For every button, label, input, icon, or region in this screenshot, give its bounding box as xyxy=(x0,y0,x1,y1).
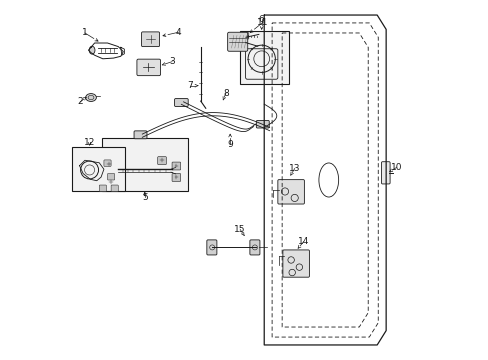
Text: 14: 14 xyxy=(297,237,309,246)
FancyBboxPatch shape xyxy=(99,185,106,192)
Bar xyxy=(72,147,124,192)
Ellipse shape xyxy=(85,94,96,102)
Text: 1: 1 xyxy=(82,28,88,37)
Text: 4: 4 xyxy=(175,28,181,37)
Text: 8: 8 xyxy=(223,89,228,98)
Text: 9: 9 xyxy=(227,140,233,149)
Text: 11: 11 xyxy=(257,18,268,27)
FancyBboxPatch shape xyxy=(227,32,247,51)
FancyBboxPatch shape xyxy=(106,178,115,186)
FancyBboxPatch shape xyxy=(277,180,304,204)
FancyBboxPatch shape xyxy=(174,99,188,107)
Text: 5: 5 xyxy=(142,193,147,202)
FancyBboxPatch shape xyxy=(241,33,248,39)
FancyBboxPatch shape xyxy=(134,131,147,139)
Text: 12: 12 xyxy=(84,138,95,147)
FancyBboxPatch shape xyxy=(104,160,111,166)
Text: 2: 2 xyxy=(77,97,83,106)
FancyBboxPatch shape xyxy=(158,157,166,165)
Text: 3: 3 xyxy=(169,57,175,66)
Bar xyxy=(102,138,187,192)
FancyBboxPatch shape xyxy=(282,250,309,277)
Text: 6: 6 xyxy=(258,15,264,24)
FancyBboxPatch shape xyxy=(137,59,160,76)
FancyBboxPatch shape xyxy=(111,185,118,192)
Text: 7: 7 xyxy=(187,81,192,90)
FancyBboxPatch shape xyxy=(104,160,113,168)
Bar xyxy=(240,31,288,84)
Text: 15: 15 xyxy=(234,225,245,234)
Text: 13: 13 xyxy=(288,164,300,173)
FancyBboxPatch shape xyxy=(172,162,180,170)
FancyBboxPatch shape xyxy=(113,166,121,175)
FancyBboxPatch shape xyxy=(381,162,389,184)
FancyBboxPatch shape xyxy=(107,174,115,180)
FancyBboxPatch shape xyxy=(256,121,269,128)
FancyBboxPatch shape xyxy=(249,240,260,255)
FancyBboxPatch shape xyxy=(172,174,180,181)
Ellipse shape xyxy=(89,46,95,54)
FancyBboxPatch shape xyxy=(206,240,217,255)
FancyBboxPatch shape xyxy=(142,32,159,46)
Text: 10: 10 xyxy=(390,163,402,172)
